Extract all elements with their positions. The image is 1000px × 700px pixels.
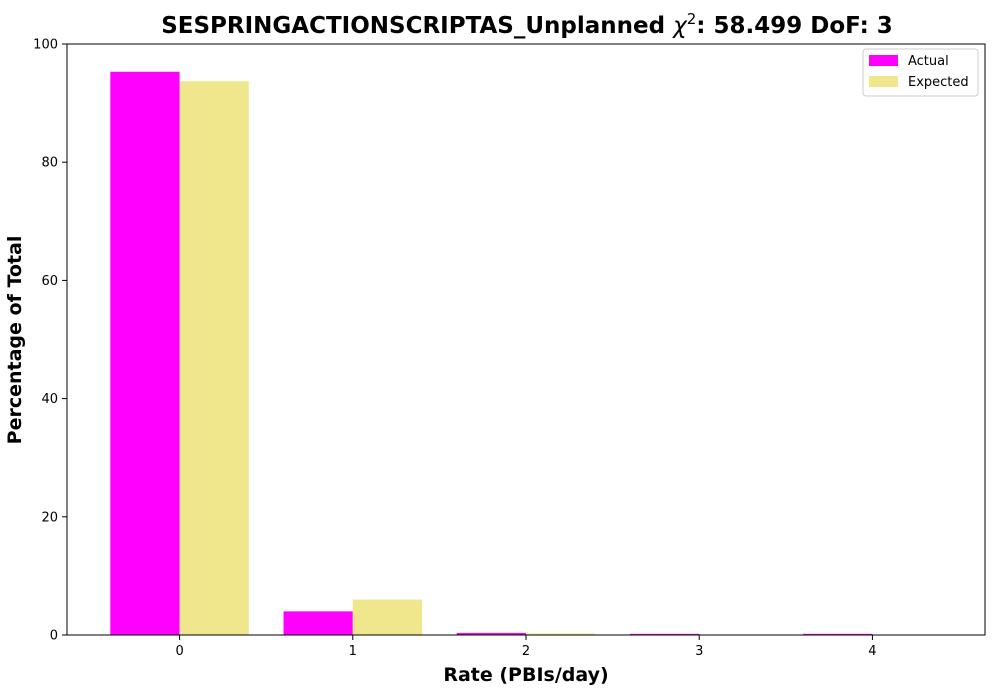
- bar-expected-2: [526, 633, 596, 635]
- legend-swatch-expected: [869, 76, 898, 87]
- x-tick-label: 2: [522, 644, 530, 659]
- y-axis-ticks: 0 20 40 60 80 100: [33, 38, 67, 644]
- plot-frame: [66, 43, 986, 636]
- bar-actual-2: [456, 632, 526, 635]
- x-tick-label: 4: [868, 644, 876, 659]
- y-tick-label: 80: [41, 156, 58, 171]
- bar-expected-0: [179, 81, 249, 636]
- bar-actual-1: [283, 611, 353, 635]
- bar-expected-1: [352, 599, 423, 635]
- legend-label-actual: Actual: [908, 54, 949, 69]
- y-tick-label: 60: [41, 274, 58, 289]
- y-tick-label: 100: [33, 38, 58, 53]
- legend: Actual Expected: [862, 48, 979, 97]
- y-tick-label: 20: [41, 510, 58, 525]
- legend-swatch-actual: [869, 55, 898, 66]
- x-tick-label: 1: [349, 644, 357, 659]
- x-tick-label: 0: [175, 644, 183, 659]
- x-axis-ticks: 0 1 2 3 4: [175, 635, 877, 659]
- y-tick-label: 40: [41, 392, 58, 407]
- bar-actual-3: [629, 633, 700, 635]
- legend-label-expected: Expected: [908, 75, 969, 90]
- bars-group: [110, 71, 873, 636]
- x-axis-label: Rate (PBIs/day): [443, 664, 608, 686]
- x-tick-label: 3: [695, 644, 703, 659]
- bar-actual-4: [803, 633, 873, 635]
- chart-title: SESPRINGACTIONSCRIPTAS_Unplanned χ2: 58.…: [161, 10, 893, 39]
- y-tick-label: 0: [50, 629, 58, 644]
- y-axis-label: Percentage of Total: [4, 236, 26, 445]
- bar-actual-0: [110, 71, 180, 635]
